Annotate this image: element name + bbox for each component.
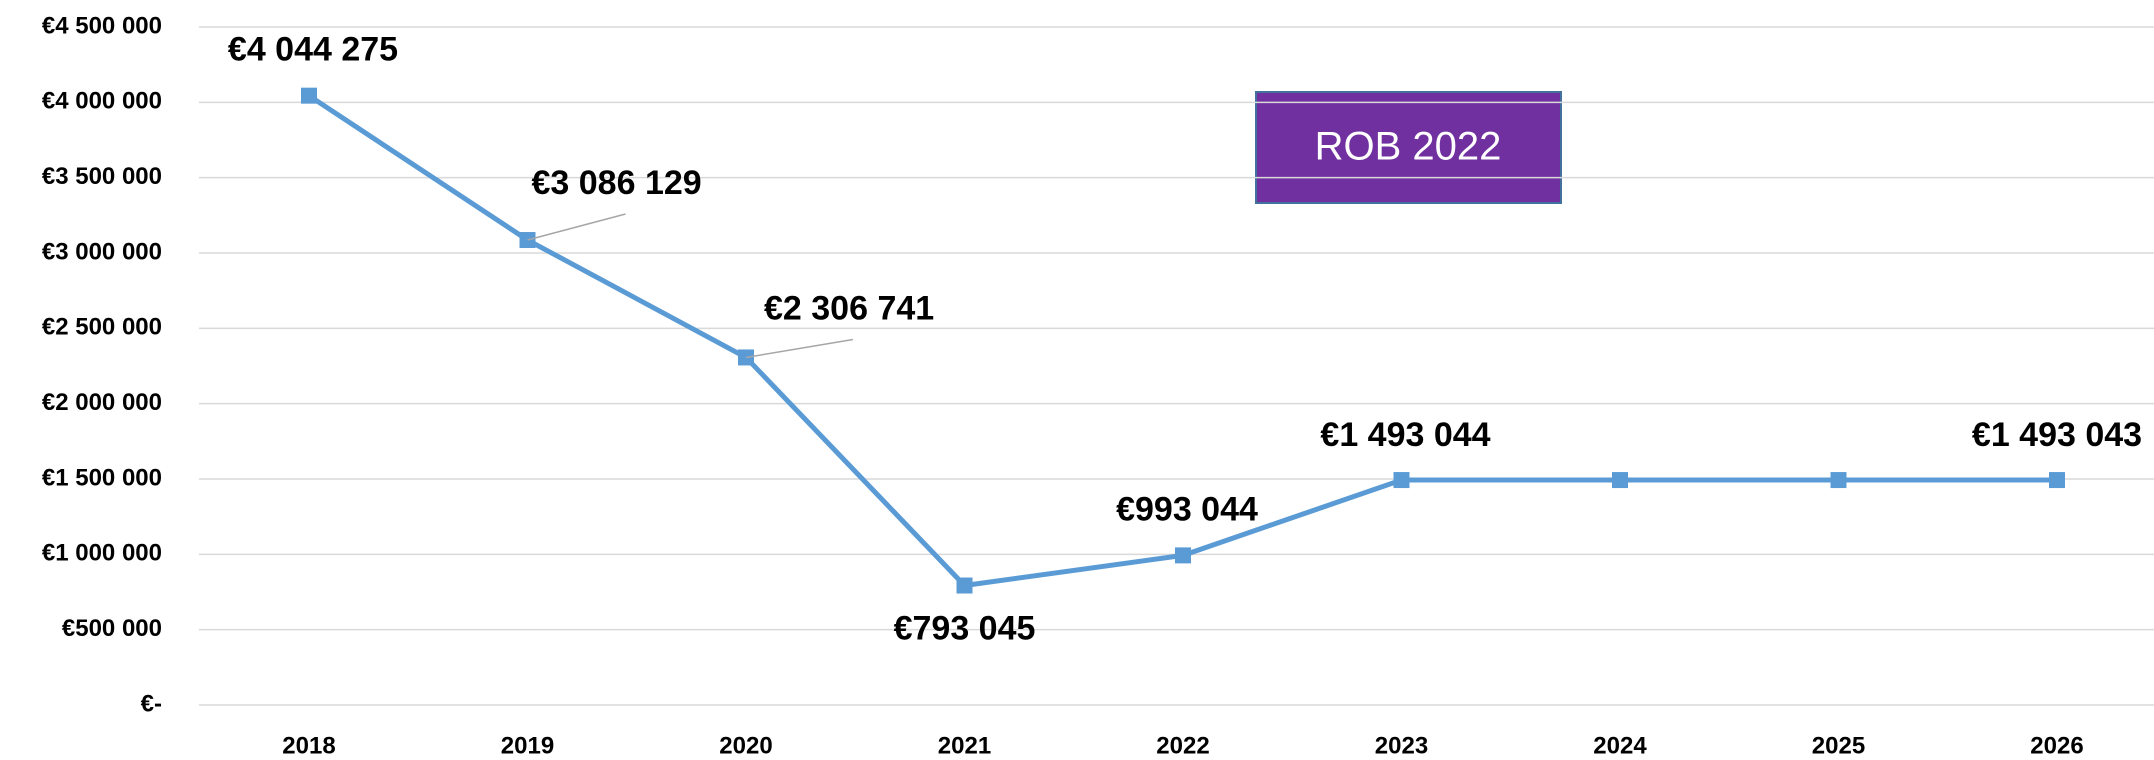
leader-line [527,213,626,241]
y-tick-label: €1 500 000 [42,464,162,491]
y-tick-label: €500 000 [62,615,162,642]
y-tick-label: €2 000 000 [42,389,162,416]
leader-line [745,338,854,359]
marker [301,87,317,104]
data-label: €4 044 275 [228,31,398,69]
annotation-box [1255,91,1562,204]
y-tick-label: €- [141,690,162,717]
data-label: €993 044 [1116,490,1258,528]
marker [956,577,973,594]
data-label: €2 306 741 [764,289,934,327]
x-tick-label: 2020 [719,732,772,759]
x-tick-label: 2025 [1812,732,1865,759]
marker [1175,547,1191,564]
x-tick-label: 2024 [1593,732,1647,759]
marker [1830,472,1847,489]
x-tick-label: 2021 [938,732,991,759]
marker [1393,472,1410,489]
y-tick-label: €4 000 000 [42,88,162,115]
x-tick-label: 2022 [1156,732,1209,759]
annotation: ROB 2022 [1315,125,1502,169]
data-label: €793 045 [894,609,1036,647]
y-tick-label: €1 000 000 [42,540,162,567]
x-tick-label: 2018 [282,732,335,759]
x-tick-label: 2023 [1375,732,1428,759]
y-tick-label: €3 000 000 [42,238,162,265]
x-tick-label: 2019 [501,732,554,759]
x-tick-label: 2026 [2030,732,2083,759]
marker [2049,472,2065,489]
data-label: €1 493 043 [1972,416,2142,454]
data-label: €1 493 044 [1320,416,1490,454]
y-tick-label: €4 500 000 [42,12,162,39]
y-tick-label: €3 500 000 [42,163,162,190]
y-tick-label: €2 500 000 [42,314,162,341]
data-label: €3 086 129 [532,164,702,202]
marker [1612,472,1628,489]
